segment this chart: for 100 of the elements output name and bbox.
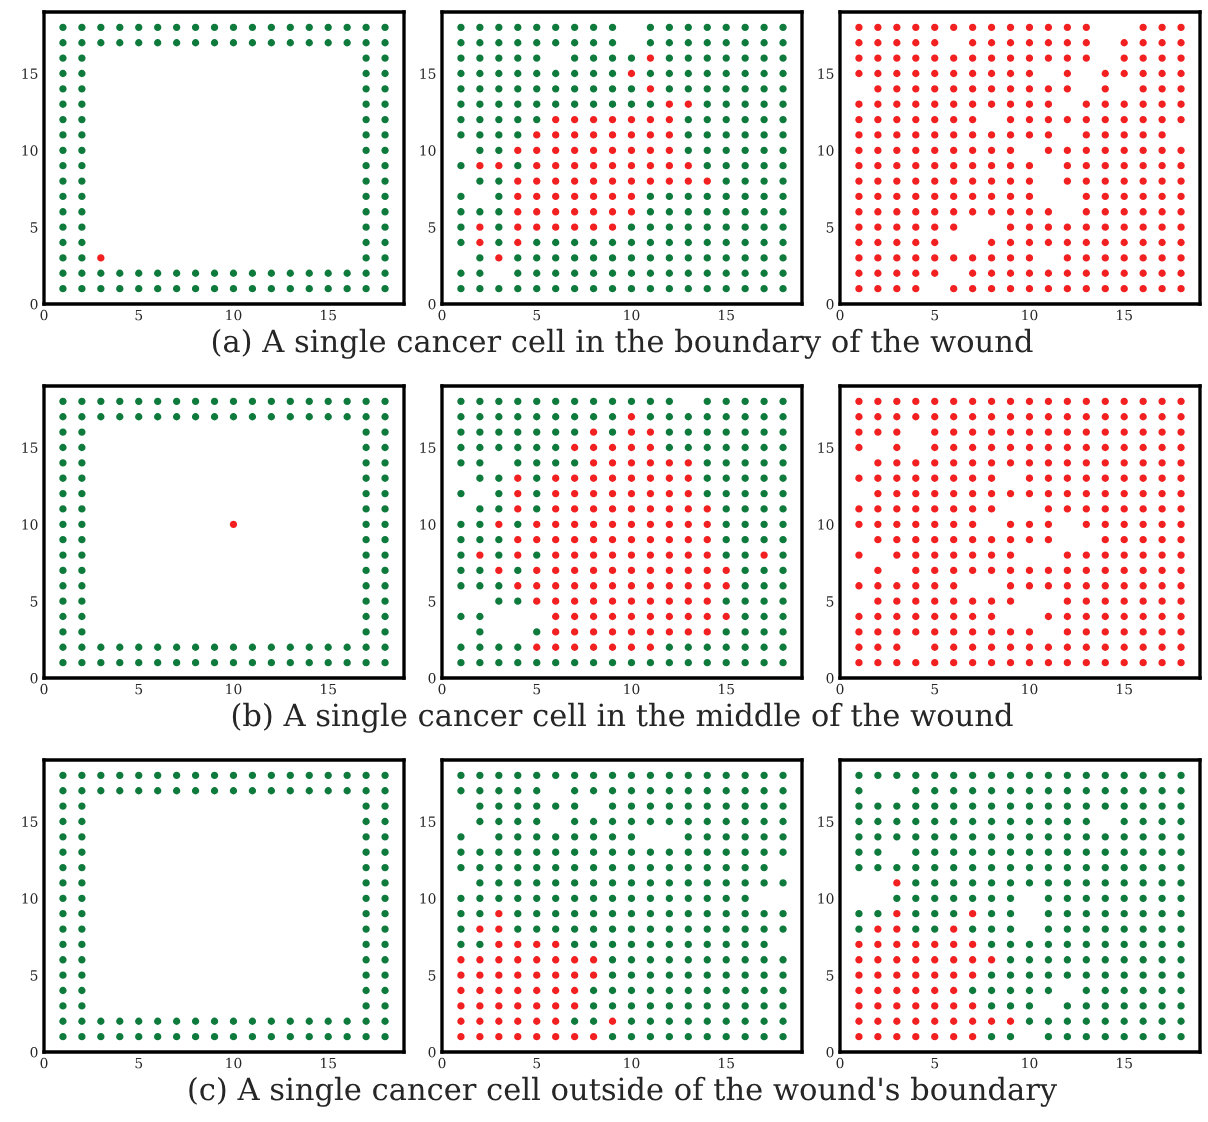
- point: [608, 1017, 617, 1025]
- point: [874, 940, 882, 949]
- point: [855, 1002, 863, 1010]
- point: [893, 986, 901, 995]
- point: [457, 1017, 465, 1025]
- point: [950, 925, 958, 933]
- text: (b) A single cancer cell in the middle of the wound: [232, 702, 1013, 733]
- point: [552, 1002, 560, 1010]
- point: [893, 1032, 901, 1041]
- point: [987, 956, 996, 964]
- text: (a) A single cancer cell in the boundary of the wound: [212, 328, 1033, 359]
- point: [855, 1032, 863, 1041]
- point: [589, 1032, 598, 1041]
- point: [912, 1017, 920, 1025]
- point: [552, 986, 560, 995]
- point: [950, 956, 958, 964]
- point: [495, 986, 503, 995]
- point: [457, 971, 465, 979]
- point: [893, 1002, 901, 1010]
- point: [552, 940, 560, 949]
- point: [476, 925, 484, 933]
- point: [931, 940, 939, 949]
- point: [514, 956, 522, 964]
- point: [476, 1002, 484, 1010]
- text: (c) A single cancer cell outside of the wound's boundary: [189, 1076, 1058, 1107]
- point: [968, 956, 977, 964]
- point: [552, 971, 560, 979]
- point: [950, 1002, 958, 1010]
- point: [570, 971, 579, 979]
- point: [893, 940, 901, 949]
- point: [855, 940, 863, 949]
- point: [514, 1017, 522, 1025]
- point: [533, 940, 541, 949]
- point: [874, 986, 882, 995]
- point: [912, 986, 920, 995]
- point: [570, 1032, 579, 1041]
- point: [514, 940, 522, 949]
- point: [589, 956, 598, 964]
- point: [533, 1032, 541, 1041]
- point: [968, 910, 977, 918]
- point: [457, 1032, 465, 1041]
- point: [931, 986, 939, 995]
- point: [987, 1017, 996, 1025]
- point: [893, 925, 901, 933]
- point: [514, 1002, 522, 1010]
- point: [893, 879, 901, 887]
- point: [552, 956, 560, 964]
- point: [855, 1017, 863, 1025]
- point: [912, 1032, 920, 1041]
- point: [514, 1032, 522, 1041]
- point: [893, 956, 901, 964]
- point: [931, 1017, 939, 1025]
- point: [874, 1017, 882, 1025]
- point: [476, 971, 484, 979]
- point: [476, 1017, 484, 1025]
- point: [950, 971, 958, 979]
- point: [495, 925, 503, 933]
- point: [968, 1002, 977, 1010]
- point: [1006, 1017, 1015, 1025]
- point: [855, 986, 863, 995]
- point: [968, 1017, 977, 1025]
- point: [533, 986, 541, 995]
- point: [570, 1002, 579, 1010]
- point: [457, 1002, 465, 1010]
- point: [912, 971, 920, 979]
- point: [855, 956, 863, 964]
- point: [533, 956, 541, 964]
- point: [552, 1017, 560, 1025]
- point: [950, 986, 958, 995]
- point: [495, 971, 503, 979]
- point: [931, 1032, 939, 1041]
- point: [968, 971, 977, 979]
- point: [495, 1017, 503, 1025]
- point: [874, 971, 882, 979]
- point: [457, 956, 465, 964]
- point: [570, 986, 579, 995]
- point: [874, 925, 882, 933]
- point: [476, 956, 484, 964]
- point: [931, 956, 939, 964]
- point: [495, 910, 503, 918]
- point: [476, 1032, 484, 1041]
- point: [912, 940, 920, 949]
- point: [931, 971, 939, 979]
- point: [874, 956, 882, 964]
- point: [893, 971, 901, 979]
- point: [950, 1032, 958, 1041]
- point: [514, 986, 522, 995]
- point: [893, 910, 901, 918]
- point: [855, 971, 863, 979]
- point: [950, 940, 958, 949]
- point: [931, 1002, 939, 1010]
- point: [893, 1017, 901, 1025]
- point: [514, 971, 522, 979]
- point: [968, 940, 977, 949]
- point: [495, 940, 503, 949]
- point: [495, 956, 503, 964]
- point: [495, 1032, 503, 1041]
- point: [533, 1002, 541, 1010]
- point: [457, 986, 465, 995]
- point: [968, 1032, 977, 1041]
